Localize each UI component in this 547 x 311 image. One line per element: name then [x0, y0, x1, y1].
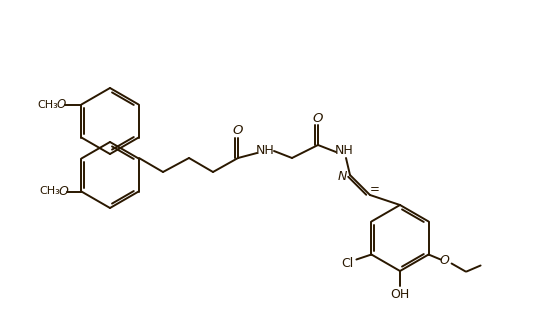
Text: NH: NH	[255, 143, 275, 156]
Text: =: =	[370, 183, 380, 197]
Text: CH₃: CH₃	[39, 187, 60, 197]
Text: OH: OH	[391, 287, 410, 300]
Text: CH₃: CH₃	[37, 100, 58, 109]
Text: O: O	[233, 124, 243, 137]
Text: O: O	[57, 98, 66, 111]
Text: N: N	[337, 170, 347, 183]
Text: NH: NH	[335, 143, 353, 156]
Text: Cl: Cl	[341, 257, 353, 270]
Text: O: O	[59, 185, 68, 198]
Text: O: O	[313, 112, 323, 124]
Text: O: O	[440, 254, 450, 267]
